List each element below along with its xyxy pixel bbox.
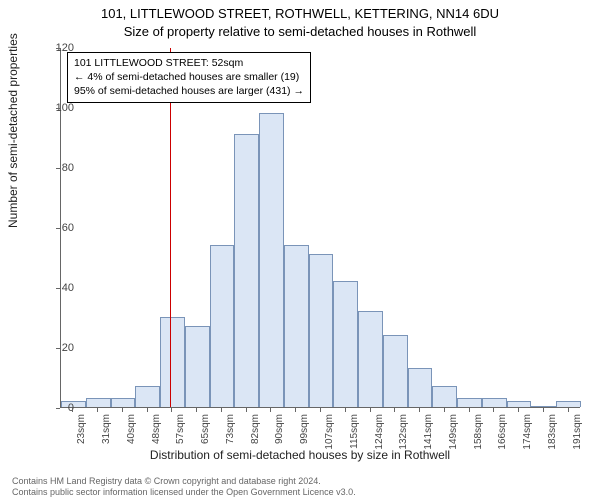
y-tick-label: 40 bbox=[34, 282, 74, 294]
x-tick-label: 166sqm bbox=[497, 414, 508, 450]
annotation-line-1: 101 LITTLEWOOD STREET: 52sqm bbox=[74, 56, 304, 70]
x-tick-mark bbox=[221, 408, 222, 412]
x-tick-label: 158sqm bbox=[473, 414, 484, 450]
y-tick-mark bbox=[56, 288, 60, 289]
histogram-bar bbox=[135, 386, 160, 407]
x-tick-mark bbox=[469, 408, 470, 412]
property-size-histogram: 101, LITTLEWOOD STREET, ROTHWELL, KETTER… bbox=[0, 0, 600, 500]
histogram-bar bbox=[556, 401, 581, 407]
x-tick-label: 99sqm bbox=[299, 414, 310, 444]
x-tick-mark bbox=[543, 408, 544, 412]
histogram-bar bbox=[383, 335, 408, 407]
x-tick-label: 132sqm bbox=[398, 414, 409, 450]
y-axis-label: Number of semi-detached properties bbox=[6, 33, 20, 228]
x-tick-label: 65sqm bbox=[200, 414, 211, 444]
annotation-line-2: ← 4% of semi-detached houses are smaller… bbox=[74, 70, 304, 84]
x-tick-label: 183sqm bbox=[547, 414, 558, 450]
x-tick-label: 31sqm bbox=[101, 414, 112, 444]
histogram-bar bbox=[358, 311, 383, 407]
footer-attribution: Contains HM Land Registry data © Crown c… bbox=[12, 476, 356, 498]
x-tick-mark bbox=[568, 408, 569, 412]
x-tick-label: 90sqm bbox=[274, 414, 285, 444]
chart-title-address: 101, LITTLEWOOD STREET, ROTHWELL, KETTER… bbox=[0, 6, 600, 21]
y-tick-label: 60 bbox=[34, 222, 74, 234]
footer-line-2: Contains public sector information licen… bbox=[12, 487, 356, 498]
x-tick-mark bbox=[419, 408, 420, 412]
histogram-bar bbox=[185, 326, 210, 407]
histogram-bar bbox=[284, 245, 309, 407]
x-tick-label: 73sqm bbox=[225, 414, 236, 444]
x-tick-label: 191sqm bbox=[572, 414, 583, 450]
x-tick-label: 149sqm bbox=[448, 414, 459, 450]
y-tick-mark bbox=[56, 348, 60, 349]
histogram-bar bbox=[408, 368, 433, 407]
x-tick-label: 48sqm bbox=[151, 414, 162, 444]
footer-line-1: Contains HM Land Registry data © Crown c… bbox=[12, 476, 356, 487]
histogram-bar bbox=[531, 406, 556, 407]
y-tick-label: 100 bbox=[34, 102, 74, 114]
x-tick-label: 124sqm bbox=[374, 414, 385, 450]
x-tick-mark bbox=[97, 408, 98, 412]
x-tick-mark bbox=[72, 408, 73, 412]
y-tick-label: 20 bbox=[34, 342, 74, 354]
plot-area: 101 LITTLEWOOD STREET: 52sqm← 4% of semi… bbox=[60, 48, 580, 408]
x-axis-label: Distribution of semi-detached houses by … bbox=[0, 448, 600, 462]
y-tick-mark bbox=[56, 408, 60, 409]
y-tick-mark bbox=[56, 168, 60, 169]
histogram-bar bbox=[234, 134, 259, 407]
x-tick-label: 107sqm bbox=[324, 414, 335, 450]
x-tick-mark bbox=[320, 408, 321, 412]
histogram-bar bbox=[86, 398, 111, 407]
histogram-bar bbox=[210, 245, 235, 407]
y-tick-label: 80 bbox=[34, 162, 74, 174]
x-tick-label: 40sqm bbox=[126, 414, 137, 444]
x-tick-label: 82sqm bbox=[250, 414, 261, 444]
x-tick-mark bbox=[270, 408, 271, 412]
x-tick-mark bbox=[444, 408, 445, 412]
histogram-bar bbox=[507, 401, 532, 407]
y-tick-mark bbox=[56, 48, 60, 49]
x-tick-label: 115sqm bbox=[349, 414, 360, 449]
histogram-bar bbox=[111, 398, 136, 407]
y-tick-label: 0 bbox=[34, 402, 74, 414]
x-tick-label: 57sqm bbox=[175, 414, 186, 444]
histogram-bar bbox=[259, 113, 284, 407]
x-tick-label: 141sqm bbox=[423, 414, 434, 450]
x-tick-label: 174sqm bbox=[522, 414, 533, 450]
chart-title-description: Size of property relative to semi-detach… bbox=[0, 24, 600, 39]
x-tick-mark bbox=[196, 408, 197, 412]
x-tick-label: 23sqm bbox=[76, 414, 87, 444]
x-tick-mark bbox=[345, 408, 346, 412]
annotation-box: 101 LITTLEWOOD STREET: 52sqm← 4% of semi… bbox=[67, 52, 311, 103]
x-tick-mark bbox=[295, 408, 296, 412]
x-tick-mark bbox=[147, 408, 148, 412]
y-tick-mark bbox=[56, 228, 60, 229]
x-tick-mark bbox=[370, 408, 371, 412]
x-tick-mark bbox=[518, 408, 519, 412]
histogram-bar bbox=[333, 281, 358, 407]
x-tick-mark bbox=[246, 408, 247, 412]
histogram-bar bbox=[482, 398, 507, 407]
x-tick-mark bbox=[122, 408, 123, 412]
x-tick-mark bbox=[394, 408, 395, 412]
histogram-bar bbox=[160, 317, 185, 407]
x-tick-mark bbox=[493, 408, 494, 412]
histogram-bar bbox=[457, 398, 482, 407]
annotation-line-3: 95% of semi-detached houses are larger (… bbox=[74, 84, 304, 98]
histogram-bar bbox=[309, 254, 334, 407]
y-tick-mark bbox=[56, 108, 60, 109]
x-tick-mark bbox=[171, 408, 172, 412]
histogram-bar bbox=[432, 386, 457, 407]
